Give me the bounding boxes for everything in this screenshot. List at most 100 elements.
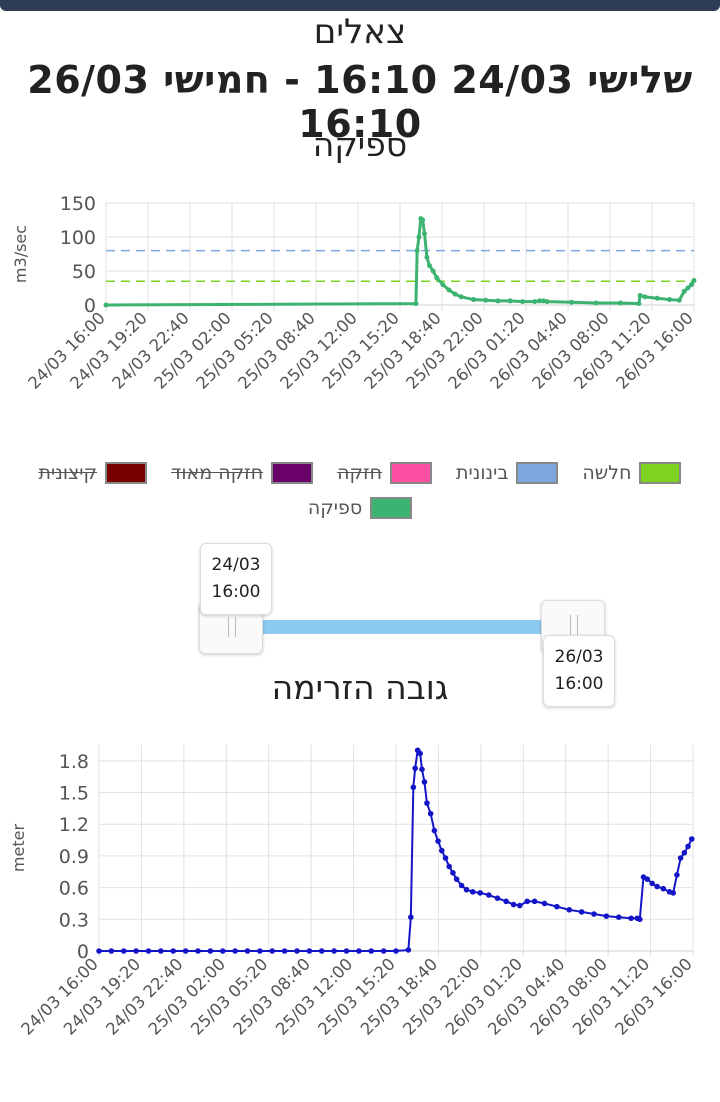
y-tick-label: 0: [77, 941, 89, 963]
data-point: [133, 948, 139, 954]
date-range-slider[interactable]: 24/03 16:00 26/03 16:00: [0, 540, 720, 720]
legend-swatch: [370, 496, 413, 519]
legend-label: חזקה מאוד: [171, 461, 264, 484]
y-tick-label: 1.5: [59, 783, 89, 805]
data-point: [450, 870, 456, 876]
data-point: [537, 298, 543, 304]
data-point: [412, 765, 418, 772]
legend: חלשה בינונית חזקה חזקה מאוד קיצונית ספיקה: [0, 455, 720, 525]
data-point: [440, 282, 446, 288]
legend-label: קיצונית: [38, 461, 98, 484]
data-point: [688, 836, 695, 842]
data-point: [503, 898, 509, 905]
data-point: [637, 292, 643, 298]
data-point: [667, 297, 672, 303]
date-range: שלישי 24/03 16:10 - חמישי 26/03 16:10: [27, 58, 693, 146]
slider-end-date: 26/03: [554, 647, 604, 667]
y-tick-label: 50: [72, 261, 96, 283]
data-point: [393, 948, 399, 954]
flow-chart-title: ספיקה: [312, 125, 408, 164]
data-point: [446, 287, 452, 293]
data-point: [435, 838, 441, 844]
legend-swatch: [390, 461, 433, 484]
data-point: [219, 948, 226, 954]
data-point: [318, 948, 325, 954]
data-point: [380, 948, 387, 954]
data-point: [452, 291, 458, 297]
data-point: [207, 948, 214, 954]
data-point: [569, 299, 574, 305]
y-tick-label: 150: [60, 193, 96, 215]
legend-label: חלשה: [582, 461, 632, 484]
y-axis-label: m3/sec: [11, 225, 30, 283]
data-point: [532, 299, 538, 305]
data-point: [660, 885, 667, 892]
data-point: [636, 916, 643, 923]
data-point: [416, 234, 422, 240]
data-point: [453, 876, 460, 882]
data-point: [458, 882, 465, 889]
data-point: [510, 901, 517, 908]
data-point: [644, 876, 651, 882]
data-point: [670, 890, 676, 896]
data-point: [103, 302, 109, 308]
legend-item[interactable]: קיצונית: [38, 461, 148, 484]
data-point: [343, 948, 350, 954]
level-chart-title: גובה הזרימה: [271, 668, 449, 707]
data-point: [414, 248, 420, 254]
data-point: [636, 301, 642, 307]
legend-item[interactable]: חזקה: [337, 461, 433, 484]
legend-swatch: [516, 461, 559, 484]
data-point: [681, 288, 687, 294]
data-point: [477, 890, 483, 896]
legend-label: חזקה: [337, 461, 383, 484]
data-point: [422, 231, 427, 237]
data-point: [96, 948, 102, 954]
data-point: [232, 948, 238, 954]
data-point: [603, 913, 610, 919]
data-point: [408, 914, 414, 920]
grip-icon: [228, 617, 236, 637]
y-tick-label: 1.2: [59, 814, 89, 836]
data-point: [495, 298, 501, 304]
data-point: [434, 275, 440, 281]
y-tick-label: 100: [60, 227, 96, 249]
legend-item[interactable]: חלשה: [582, 461, 682, 484]
data-point: [419, 766, 425, 773]
data-point: [483, 297, 489, 303]
data-point: [531, 898, 538, 905]
data-point: [516, 902, 523, 909]
y-tick-label: 0.6: [59, 878, 89, 900]
legend-item[interactable]: חזקה מאוד: [171, 461, 314, 484]
data-point: [356, 948, 362, 954]
data-point: [544, 299, 550, 305]
data-point: [427, 810, 434, 817]
data-point: [158, 948, 164, 954]
data-point: [438, 847, 445, 854]
data-point: [420, 217, 426, 223]
data-point: [424, 800, 430, 806]
slider-track[interactable]: [230, 620, 570, 634]
data-point: [413, 301, 419, 307]
data-point: [331, 948, 337, 954]
data-point: [615, 914, 622, 920]
data-point: [685, 285, 691, 291]
slider-start-time: 16:00: [211, 582, 261, 602]
legend-item[interactable]: בינונית: [456, 461, 559, 484]
data-point: [471, 297, 476, 303]
slider-tooltip-start: 24/03 16:00: [200, 543, 272, 615]
data-point: [244, 948, 251, 954]
data-point: [486, 892, 492, 898]
data-point: [145, 948, 152, 954]
data-point: [463, 886, 470, 893]
legend-label: בינונית: [456, 461, 509, 484]
slider-end-time: 16:00: [554, 674, 604, 694]
data-point: [494, 895, 501, 901]
y-tick-label: 0: [84, 295, 96, 317]
data-point: [426, 263, 432, 269]
data-point: [195, 948, 201, 954]
data-point: [306, 948, 313, 954]
legend-item[interactable]: ספיקה: [308, 496, 413, 519]
